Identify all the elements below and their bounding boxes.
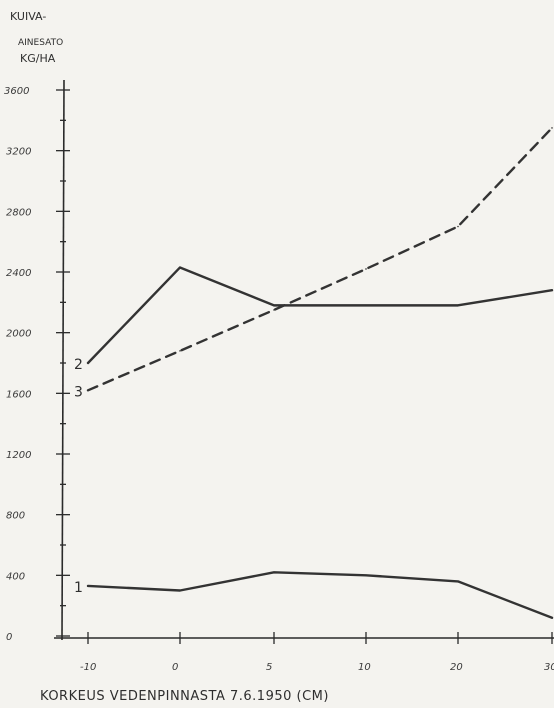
series-1-point: [365, 574, 367, 577]
x-tick-label: 0: [172, 662, 178, 673]
y-tick-label: 2400: [6, 268, 31, 279]
x-tick-label: 5: [266, 662, 272, 673]
series-3-label: 3: [74, 384, 83, 400]
series-3-point: [273, 309, 275, 311]
y-axis-title-line-2: AINESATO: [18, 38, 63, 48]
series-2-point: [87, 362, 89, 364]
y-axis-title: KUIVA- AINESATO KG/HA: [10, 10, 63, 65]
series-group: 1 2 3: [74, 126, 554, 619]
series-2-label: 2: [74, 357, 83, 373]
y-tick-label: 1200: [6, 450, 31, 461]
series-3-point: [179, 350, 181, 352]
y-tick-label: 2800: [6, 207, 31, 218]
x-tick-label: -10: [80, 662, 96, 673]
series-3-point: [457, 225, 459, 228]
y-axis-line: [61, 79, 65, 641]
series-1-point: [87, 585, 89, 587]
y-axis-title-line-3: KG/HA: [20, 52, 56, 65]
y-tick-label: 3200: [6, 147, 31, 158]
series-1-point: [273, 571, 275, 574]
series-2-point: [365, 304, 367, 307]
x-axis-title: KORKEUS VEDENPINNASTA 7.6.1950 (CM): [40, 689, 329, 704]
series-1-line: [86, 571, 554, 619]
series-1-point: [551, 617, 553, 619]
x-tick-label: 10: [358, 662, 371, 673]
y-ticks: 0 400 800 1200 1600 2000 2400 2800 3200 3600: [4, 86, 70, 643]
x-ticks: -10 0 5 10 20 30: [80, 632, 554, 673]
series-1-point: [457, 580, 459, 583]
x-tick-label: 30: [544, 662, 554, 673]
series-1-point: [179, 589, 181, 592]
y-axis-title-line-1: KUIVA-: [10, 10, 46, 23]
series-3-point: [87, 389, 89, 392]
series-1-label: 1: [74, 580, 83, 596]
y-tick-label: 0: [6, 632, 12, 643]
series-2-line: [86, 266, 554, 365]
y-tick-label: 400: [6, 571, 25, 582]
series-3-line: [86, 126, 554, 392]
y-tick-label: 3600: [4, 86, 29, 97]
y-tick-label: 1600: [6, 389, 31, 400]
series-2-point: [457, 304, 459, 307]
series-3-point: [551, 127, 553, 129]
y-tick-label: 800: [6, 511, 25, 522]
series-2-point: [273, 304, 275, 307]
y-tick-label: 2000: [6, 329, 31, 340]
series-3-point: [365, 268, 367, 270]
series-2-point: [551, 289, 553, 292]
x-tick-label: 20: [450, 662, 463, 673]
series-2-point: [179, 266, 181, 269]
